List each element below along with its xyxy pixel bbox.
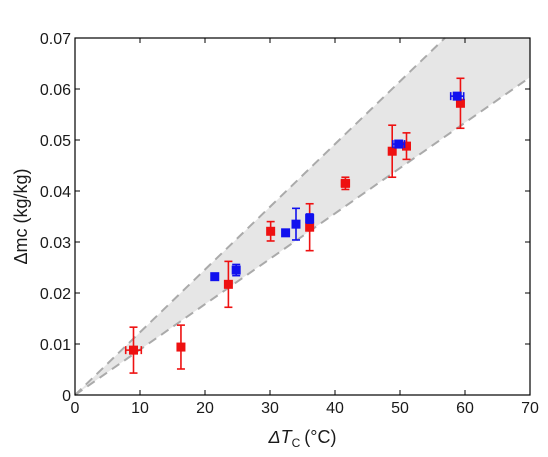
data-point	[223, 260, 233, 309]
square-marker	[281, 228, 291, 238]
uncertainty-band	[74, 37, 531, 396]
square-marker	[210, 272, 220, 282]
square-marker	[340, 178, 350, 188]
square-marker	[305, 214, 315, 224]
square-marker	[291, 219, 301, 229]
data-points	[124, 77, 465, 374]
data-point	[291, 207, 301, 241]
data-point	[340, 176, 351, 191]
y-tick-label: 0.01	[40, 337, 71, 354]
y-tick-label: 0.07	[40, 31, 71, 48]
square-marker	[305, 222, 315, 232]
y-tick-label: 0.05	[40, 133, 71, 150]
square-marker	[266, 226, 276, 236]
data-point	[176, 324, 186, 370]
x-tick-label: 30	[261, 400, 279, 417]
square-marker	[129, 345, 138, 355]
data-point	[402, 132, 411, 161]
data-point	[449, 91, 465, 101]
x-tick-label: 40	[326, 400, 344, 417]
band-upper-line	[74, 37, 446, 396]
data-point	[231, 263, 241, 277]
y-tick-label: 0	[62, 388, 71, 405]
square-marker	[387, 146, 397, 156]
data-point	[305, 202, 315, 252]
band-fill	[75, 38, 530, 395]
data-point	[455, 77, 465, 130]
y-tick-label: 0.02	[40, 286, 71, 303]
y-tick-label: 0.04	[40, 184, 71, 201]
x-axis-subscript: C	[292, 436, 301, 450]
band-lower-line	[74, 76, 531, 396]
x-tick-label: 10	[131, 400, 149, 417]
x-tick-label: 20	[196, 400, 214, 417]
data-point	[387, 124, 397, 179]
data-point	[305, 213, 315, 224]
y-tick-label: 0.06	[40, 82, 71, 99]
square-marker	[231, 265, 241, 275]
y-axis-symbol: Δmc	[11, 228, 31, 264]
y-axis-label: Δmc (kg/kg)	[11, 168, 31, 264]
data-point	[124, 326, 143, 374]
x-axis-symbol: ΔT	[268, 427, 294, 447]
square-marker	[452, 91, 462, 101]
plot-frame	[74, 37, 531, 396]
square-marker	[176, 342, 186, 352]
x-axis-label: ΔTC (°C)	[268, 427, 337, 450]
data-point	[210, 272, 220, 282]
y-tick-label: 0.03	[40, 235, 71, 252]
square-marker	[394, 139, 404, 149]
axis-ticks: 0 10 20 30 40 50 60 70 0 0.01 0.02 0.03 0.04 0.05 0.06…	[40, 31, 539, 417]
data-point	[266, 220, 276, 242]
x-tick-label: 60	[456, 400, 474, 417]
square-marker	[223, 279, 233, 289]
x-axis-unit: (°C)	[304, 427, 336, 447]
data-point	[281, 228, 291, 238]
x-tick-label: 50	[391, 400, 409, 417]
x-tick-label: 70	[521, 400, 539, 417]
square-marker	[455, 98, 465, 108]
square-marker	[402, 141, 411, 151]
y-axis-unit: (kg/kg)	[11, 168, 31, 223]
x-tick-label: 0	[71, 400, 80, 417]
data-point	[392, 139, 406, 149]
